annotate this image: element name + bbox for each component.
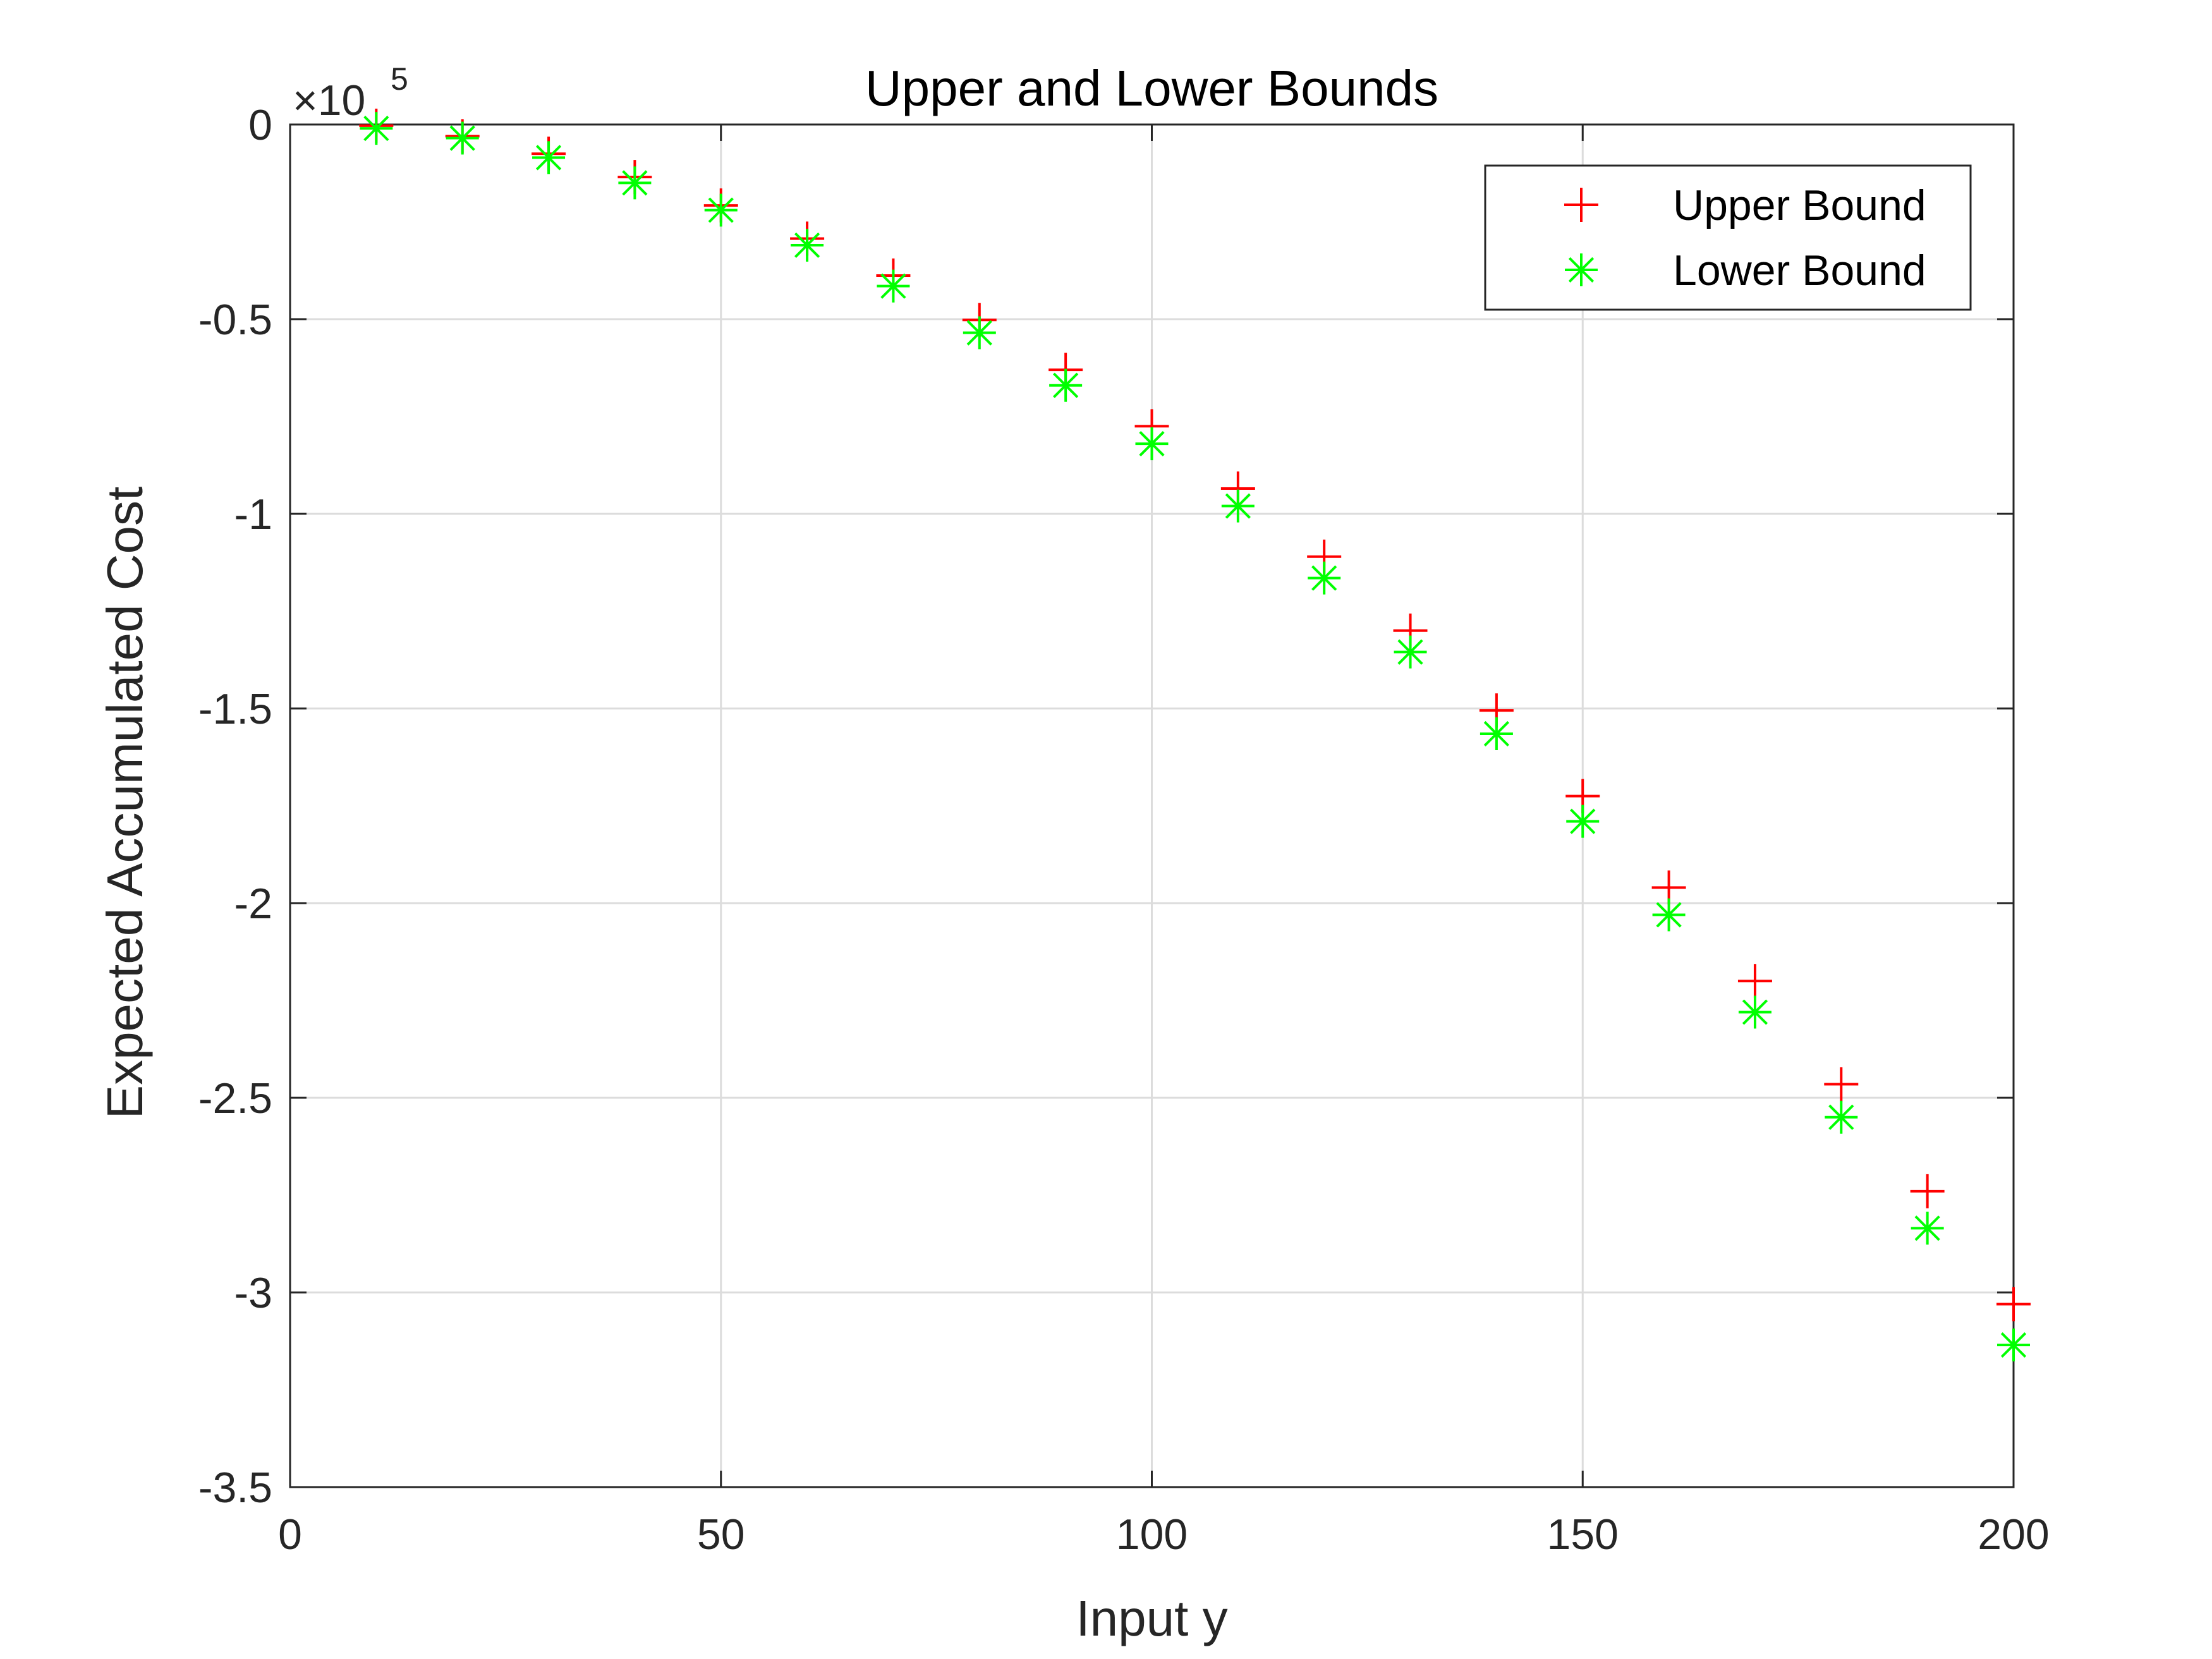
lower-bound-point (963, 316, 996, 349)
y-tick-label: -2.5 (198, 1074, 272, 1122)
y-exponent-label: ×10 5 (293, 61, 408, 125)
lower-bound-point (1738, 995, 1771, 1029)
legend-box (1484, 164, 1972, 311)
legend-label: Upper Bound (1673, 181, 1926, 229)
y-tick-label: -3.5 (198, 1464, 272, 1512)
upper-bound-point (1910, 1174, 1945, 1208)
y-tick-label: -1.5 (198, 685, 272, 733)
lower-bound-point (1135, 427, 1169, 461)
legend: Upper Bound Lower Bound (1484, 164, 1972, 311)
lower-bound-point (877, 269, 910, 303)
lower-bound-point (1049, 368, 1083, 402)
legend-label: Lower Bound (1673, 246, 1926, 295)
x-tick-label: 150 (1547, 1510, 1619, 1559)
y-exponent-power: 5 (391, 61, 408, 97)
lower-bound-point (1652, 898, 1686, 932)
lower-bound-point (1911, 1212, 1944, 1245)
y-axis-label: Expected Accumulated Cost (97, 487, 153, 1119)
lower-bound-point (1566, 805, 1600, 838)
y-tick-label: -2 (234, 880, 272, 928)
axis-ticks: 0 50 100 150 200 0 -0.5 -1 -1.5 -2 -2.5 -3 -3.5 (198, 101, 2050, 1559)
x-axis-label: Input y (1076, 1590, 1227, 1646)
lower-bound-point (618, 166, 652, 200)
x-tick-label: 100 (1116, 1510, 1188, 1559)
y-tick-label: -3 (234, 1269, 272, 1317)
y-exponent-base: ×10 (293, 76, 365, 125)
y-tick-label: -1 (234, 490, 272, 538)
upper-bound-point (1824, 1067, 1859, 1102)
lower-bound-point (1825, 1100, 1858, 1134)
data-points (359, 108, 2031, 1362)
chart-title: Upper and Lower Bounds (865, 60, 1438, 116)
series-lower-bound (360, 112, 2030, 1362)
x-tick-label: 200 (1978, 1510, 2049, 1559)
x-tick-label: 50 (697, 1510, 745, 1559)
y-tick-label: 0 (248, 101, 272, 149)
upper-bound-point (1996, 1287, 2031, 1322)
upper-bound-point (1737, 964, 1772, 999)
legend-marker (1564, 188, 1598, 222)
lower-bound-point (791, 228, 824, 262)
lower-bound-point (1480, 717, 1513, 751)
legend-marker (1565, 253, 1598, 286)
lower-bound-point (360, 112, 393, 145)
lower-bound-point (1997, 1328, 2030, 1362)
lower-bound-point (704, 193, 738, 227)
grid (290, 125, 2014, 1487)
lower-bound-point (1221, 489, 1255, 523)
lower-bound-point (1308, 561, 1341, 595)
lower-bound-point (532, 141, 566, 174)
lower-bound-point (1394, 635, 1427, 669)
lower-bound-point (446, 121, 479, 155)
y-tick-label: -0.5 (198, 296, 272, 344)
x-tick-label: 0 (278, 1510, 302, 1559)
